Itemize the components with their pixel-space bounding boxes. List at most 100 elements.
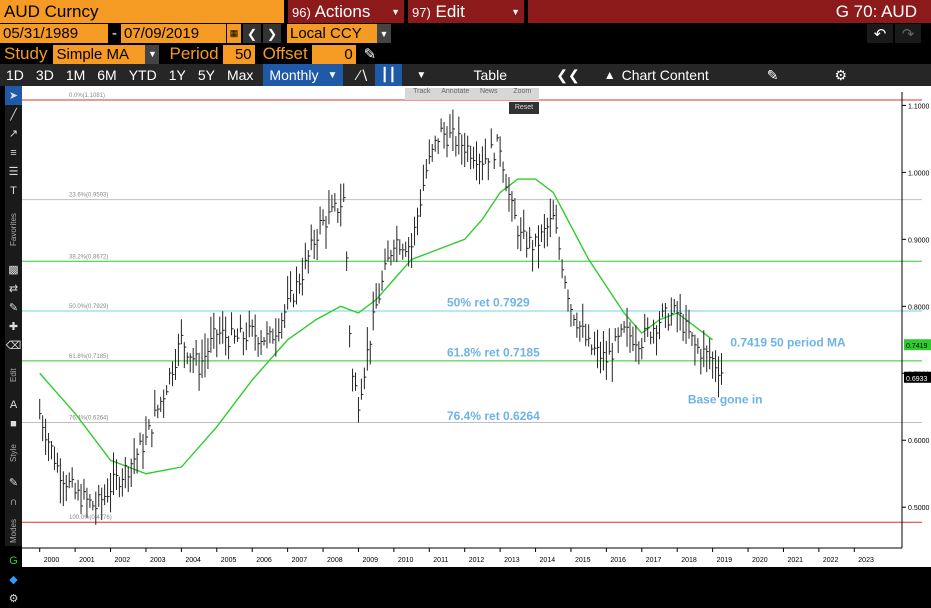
period-value: 50 — [234, 45, 252, 63]
mini-toolbar: Track Annotate News Zoom — [405, 88, 539, 100]
date-row: 05/31/1989 - 07/09/2019 ▦ ❮ ❯ Local CCY … — [0, 23, 931, 44]
range-ytd[interactable]: YTD — [128, 67, 157, 83]
reset-button[interactable]: Reset — [509, 102, 539, 114]
x-tick-label: 2020 — [752, 557, 768, 564]
chart-content-label: Chart Content — [621, 67, 709, 83]
annotation-label: 76.4% ret 0.6264 — [447, 409, 540, 423]
start-date-field[interactable]: 05/31/1989 — [0, 24, 108, 43]
level-tool-icon[interactable]: ☰ — [8, 166, 19, 178]
range-1m[interactable]: 1M — [65, 67, 86, 83]
range-1d[interactable]: 1D — [6, 67, 24, 83]
news-button[interactable]: News — [479, 88, 498, 95]
bar-chart-icon[interactable]: ┃┃ — [374, 64, 403, 86]
chevron-left-icon[interactable]: ❮ — [243, 24, 261, 43]
x-tick-label: 2001 — [79, 557, 95, 564]
fib-tool-icon[interactable]: ≡ — [10, 146, 17, 159]
x-tick-label: 2008 — [327, 557, 343, 564]
mode-g-icon[interactable]: G — [9, 554, 18, 567]
annotate-button[interactable]: Annotate — [441, 88, 470, 95]
table-button[interactable]: Table — [473, 67, 507, 83]
currency-field[interactable]: Local CCY — [287, 24, 377, 43]
chevron-right-icon[interactable]: ❯ — [263, 24, 281, 43]
edit-chart-icon[interactable]: ✎ — [766, 66, 779, 83]
text-tool-icon[interactable]: T — [10, 184, 17, 197]
fib-label: 50.0%(0.7929) — [69, 304, 108, 310]
undo-icon[interactable]: ↶ — [867, 24, 893, 43]
x-tick-label: 2022 — [823, 557, 839, 564]
x-tick-label: 2003 — [150, 557, 166, 564]
end-date-field[interactable]: 07/09/2019 — [121, 24, 226, 43]
x-tick-label: 2021 — [787, 557, 803, 564]
end-date: 07/09/2019 — [124, 25, 200, 42]
title-bar: AUD Curncy 96) Actions ▼ 97) Edit ▼ G 70… — [0, 0, 931, 23]
x-tick-label: 2014 — [540, 557, 556, 564]
y-tick-label: 1.1000 — [908, 103, 930, 110]
offset-field[interactable]: 0 — [311, 44, 356, 64]
range-6m[interactable]: 6M — [97, 67, 117, 83]
pen-tool-icon[interactable]: ✎ — [8, 302, 19, 314]
x-tick-label: 2013 — [504, 557, 520, 564]
actions-label: Actions — [314, 1, 371, 21]
divider — [284, 0, 288, 23]
edit-menu[interactable]: 97) Edit ▼ — [408, 0, 524, 23]
security-name: AUD Curncy — [4, 1, 99, 21]
font-icon[interactable]: A — [9, 398, 18, 411]
delete-icon[interactable]: ⌫ — [5, 340, 22, 352]
calendar-icon[interactable]: ▦ — [227, 24, 241, 43]
y-tick-label: 0.8000 — [908, 304, 930, 311]
cursor-icon[interactable]: ➤ — [5, 86, 22, 105]
command-text: G 70: AUD — [835, 1, 917, 21]
price-chart[interactable]: 0.0%(1.1081) 23.6%(0.9593) 38.2%(0.8672) 50… — [22, 86, 931, 567]
track-button[interactable]: Track — [413, 88, 431, 95]
security-field[interactable]: AUD Curncy — [0, 0, 284, 23]
chart-toolbar: 1D 3D 1M 6M YTD 1Y 5Y Max Monthly ▼ ∕∖ ┃┃… — [0, 64, 931, 86]
annotation-label: 61.8% ret 0.7185 — [447, 346, 540, 360]
y-tick-label: 0.5000 — [908, 505, 930, 512]
gear-icon[interactable]: ⚙ — [834, 66, 848, 83]
range-1y[interactable]: 1Y — [168, 67, 186, 83]
study-field[interactable]: Simple MA — [53, 44, 146, 64]
y-tick-label: 0.9000 — [908, 237, 930, 244]
zoom-button[interactable]: Zoom — [513, 88, 532, 95]
brush-icon[interactable]: ✎ — [8, 477, 19, 489]
ray-tool-icon[interactable]: ↗ — [8, 128, 19, 140]
actions-menu[interactable]: 96) Actions ▼ — [288, 0, 404, 23]
modes-label: Modes — [9, 519, 18, 544]
study-dropdown-icon[interactable]: ▼ — [145, 44, 160, 64]
caret-down-icon: ▼ — [511, 6, 520, 17]
currency-dropdown-icon[interactable]: ▼ — [377, 24, 391, 43]
line-chart-icon[interactable]: ∕∖ — [357, 66, 369, 83]
price-tag — [904, 371, 931, 383]
settings-icon[interactable]: ⚙ — [8, 593, 19, 605]
fib-label: 38.2%(0.8672) — [69, 254, 108, 260]
x-tick-label: 2006 — [256, 557, 272, 564]
chart-content-button[interactable]: ▲ Chart Content — [598, 64, 715, 86]
chart-type-dropdown-icon[interactable]: ▼ — [416, 69, 427, 81]
channel-tool-icon[interactable]: ▩ — [8, 264, 19, 276]
period-field[interactable]: 50 — [222, 44, 255, 64]
y-tick-label: 1.0000 — [908, 170, 930, 177]
line-tool-icon[interactable]: ╱ — [10, 109, 17, 121]
x-tick-label: 2012 — [469, 557, 485, 564]
favorites-label: Favorites — [9, 213, 18, 247]
color-icon[interactable]: ■ — [10, 417, 17, 430]
range-3d[interactable]: 3D — [35, 67, 54, 83]
magnet-icon[interactable]: ∩ — [9, 495, 18, 508]
caret-down-icon: ▼ — [391, 6, 400, 17]
mode-shape-icon[interactable]: ◆ — [9, 574, 18, 586]
fib-label: 0.0%(1.1081) — [69, 93, 105, 99]
frequency-dropdown[interactable]: Monthly ▼ — [263, 64, 344, 86]
collapse-icon[interactable]: ❮❮ — [556, 66, 580, 83]
range-5y[interactable]: 5Y — [197, 67, 215, 83]
chart-area[interactable]: 0.0%(1.1081) 23.6%(0.9593) 38.2%(0.8672) 50… — [22, 86, 931, 567]
pencil-icon[interactable]: ✎ — [363, 46, 377, 63]
redo-icon[interactable]: ↷ — [895, 24, 921, 43]
command-line[interactable]: G 70: AUD — [528, 0, 931, 23]
measure-tool-icon[interactable]: ⇄ — [8, 283, 19, 295]
crosshair-icon[interactable]: ✚ — [8, 321, 19, 333]
x-tick-label: 2009 — [362, 557, 378, 564]
frequency-value: Monthly — [269, 67, 319, 83]
date-dash: - — [112, 25, 117, 42]
fib-label: 61.8%(0.7185) — [69, 354, 108, 360]
range-max[interactable]: Max — [226, 67, 254, 83]
